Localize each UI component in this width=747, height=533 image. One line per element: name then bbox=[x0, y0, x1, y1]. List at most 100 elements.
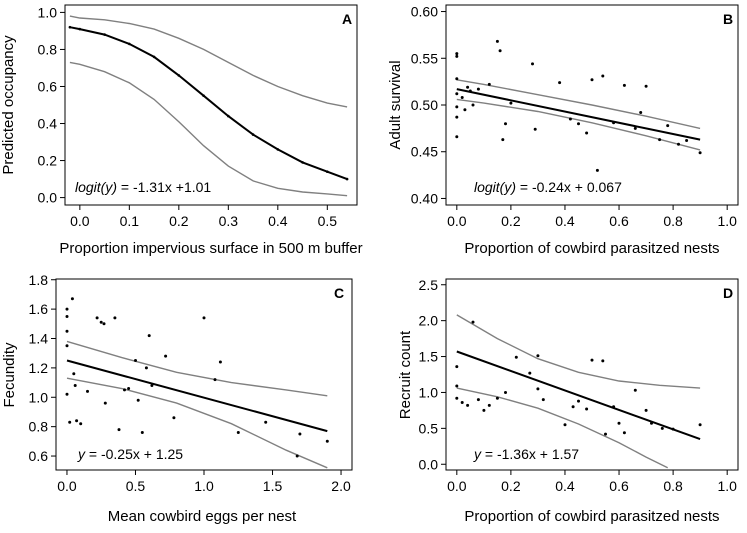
data-point bbox=[150, 384, 154, 387]
data-point bbox=[298, 432, 302, 436]
x-tick-label: 0.2 bbox=[501, 478, 521, 494]
y-tick-label: 1.0 bbox=[419, 384, 439, 400]
data-point bbox=[590, 358, 594, 362]
data-point bbox=[471, 320, 475, 324]
x-tick-label: 2.0 bbox=[331, 478, 351, 494]
x-tick-label: 0.0 bbox=[70, 213, 90, 229]
y-axis-ticks: 0.6 0.8 1.0 1.2 1.4 1.6 1.8 bbox=[29, 272, 56, 464]
panel-label: A bbox=[342, 11, 352, 27]
data-point bbox=[487, 403, 491, 407]
data-point bbox=[498, 49, 502, 53]
data-point bbox=[577, 122, 580, 126]
fit-marker bbox=[227, 114, 230, 118]
data-point bbox=[123, 388, 126, 392]
data-point bbox=[568, 117, 572, 121]
data-point bbox=[536, 354, 540, 358]
x-axis-ticks: 0.0 0.2 0.4 0.6 0.8 1.0 bbox=[447, 205, 737, 229]
data-point bbox=[73, 384, 77, 387]
data-point bbox=[65, 315, 69, 318]
data-point bbox=[601, 359, 605, 363]
fit-line bbox=[66, 359, 328, 433]
panel-b: 0.0 0.2 0.4 0.6 0.8 1.0 0.400.450.500.550.60 … bbox=[387, 4, 739, 257]
plot-points bbox=[65, 297, 329, 458]
data-point bbox=[585, 407, 589, 411]
y-tick-label: 1.0 bbox=[29, 389, 49, 405]
upper-ci-line bbox=[456, 79, 701, 130]
x-axis-ticks: 0.0 0.2 0.4 0.6 0.8 1.0 bbox=[447, 470, 737, 494]
data-point bbox=[65, 344, 69, 348]
plot-points bbox=[68, 25, 349, 181]
equation-rhs: = -0.24x + 0.067 bbox=[516, 179, 622, 195]
y-tick-label: 1.0 bbox=[38, 4, 58, 20]
data-point bbox=[617, 421, 621, 425]
y-tick-label: 0.8 bbox=[29, 419, 49, 435]
data-point bbox=[482, 408, 486, 412]
data-point bbox=[671, 427, 675, 431]
plot-points bbox=[455, 39, 702, 172]
equation-rhs: = -1.36x + 1.57 bbox=[481, 446, 579, 462]
data-point bbox=[79, 422, 83, 426]
y-tick-label: 1.5 bbox=[419, 349, 439, 365]
data-point bbox=[140, 431, 144, 434]
x-tick-label: 0.4 bbox=[555, 478, 575, 494]
upper-ci-line bbox=[66, 340, 328, 397]
y-tick-label: 0.8 bbox=[38, 41, 58, 57]
y-tick-label: 2.5 bbox=[419, 277, 439, 293]
data-point bbox=[72, 372, 76, 376]
data-point bbox=[612, 121, 616, 125]
data-point bbox=[577, 399, 580, 403]
data-point bbox=[70, 297, 74, 301]
data-point bbox=[471, 103, 475, 107]
data-point bbox=[65, 329, 69, 333]
data-point bbox=[218, 360, 222, 364]
data-point bbox=[633, 388, 637, 392]
plot-lines bbox=[66, 340, 328, 469]
y-tick-label: 1.8 bbox=[29, 272, 49, 288]
x-tick-label: 1.0 bbox=[717, 478, 737, 494]
plot-frame bbox=[55, 278, 353, 471]
lower-ci-line bbox=[69, 61, 348, 197]
plot-lines bbox=[456, 314, 701, 469]
y-axis-ticks: 0.0 0.2 0.4 0.6 0.8 1.0 bbox=[38, 4, 65, 206]
data-point bbox=[136, 398, 140, 402]
data-point bbox=[495, 396, 499, 400]
plot-lines bbox=[456, 79, 701, 151]
data-point bbox=[466, 403, 470, 407]
lower-ci-line bbox=[66, 377, 328, 469]
data-point bbox=[455, 384, 459, 388]
x-axis-label: Proportion impervious surface in 500 m b… bbox=[59, 240, 362, 257]
x-tick-label: 0.1 bbox=[120, 213, 140, 229]
data-point bbox=[455, 54, 459, 58]
data-point bbox=[504, 122, 507, 126]
data-point bbox=[75, 419, 79, 423]
y-tick-label: 2.0 bbox=[419, 313, 439, 329]
data-point bbox=[117, 428, 121, 432]
data-point bbox=[528, 371, 532, 375]
data-point bbox=[666, 124, 670, 128]
data-point bbox=[495, 39, 499, 43]
fit-equation: logit(y) = -0.24x + 0.067 bbox=[474, 179, 622, 195]
data-point bbox=[533, 127, 537, 131]
y-axis-ticks: 0.40 0.45 0.50 0.55 0.60 bbox=[411, 4, 446, 206]
data-point bbox=[536, 387, 540, 391]
data-point bbox=[644, 84, 648, 88]
equation-rhs: = -1.31x +1.01 bbox=[117, 179, 211, 195]
data-point bbox=[601, 74, 605, 78]
fit-marker bbox=[68, 25, 72, 29]
y-axis-label: Recruit count bbox=[397, 330, 414, 419]
equation-lhs: y bbox=[77, 446, 86, 462]
y-tick-label: 0.50 bbox=[411, 97, 438, 113]
data-point bbox=[65, 307, 69, 311]
fit-marker bbox=[177, 74, 181, 77]
data-point bbox=[585, 131, 589, 135]
data-point bbox=[455, 115, 459, 119]
data-point bbox=[622, 83, 626, 87]
data-point bbox=[65, 392, 69, 396]
y-axis-label: Fecundity bbox=[1, 342, 18, 408]
x-axis-label: Proportion of cowbird parasitzed nests bbox=[464, 508, 719, 525]
equation-lhs: y bbox=[473, 446, 482, 462]
fit-line bbox=[456, 88, 701, 141]
y-axis-ticks: 0.0 0.5 1.0 1.5 2.0 2.5 bbox=[419, 277, 446, 472]
data-point bbox=[612, 405, 616, 409]
